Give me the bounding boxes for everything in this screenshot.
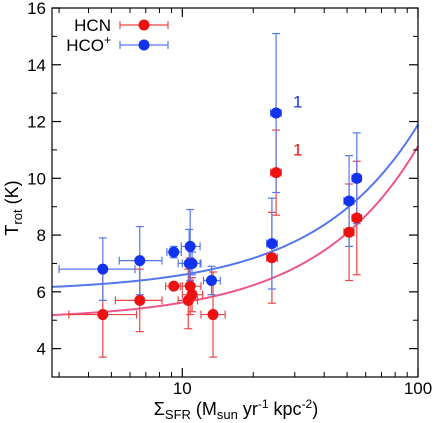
data-point-hcn-1 bbox=[134, 294, 146, 306]
y-tick-label: 12 bbox=[27, 113, 46, 132]
plot-frame bbox=[51, 7, 419, 378]
data-point-hcn-9 bbox=[343, 226, 355, 238]
legend-marker-hco bbox=[138, 39, 150, 51]
data-point-hcn-7 bbox=[266, 252, 278, 264]
data-point-hco-1 bbox=[134, 255, 146, 267]
fit-curve-hco bbox=[51, 124, 419, 288]
error-bars-layer bbox=[58, 32, 362, 358]
data-points-layer bbox=[97, 107, 363, 321]
annotation-label: 1 bbox=[293, 141, 302, 160]
annotation-label: 1 bbox=[293, 92, 302, 111]
data-point-hco-2 bbox=[168, 246, 180, 258]
legend-label-hco: HCO+ bbox=[66, 33, 111, 55]
y-axis-title: Trot (K) bbox=[2, 180, 25, 235]
x-ticks-layer: 10 100 bbox=[58, 8, 432, 398]
legend-marker-hcn bbox=[138, 19, 150, 31]
y-tick-label: 8 bbox=[37, 226, 46, 245]
data-point-hcn-8 bbox=[270, 167, 282, 179]
data-point-hcn-5 bbox=[186, 289, 198, 301]
y-ticks-layer: 4 6 8 10 12 14 16 bbox=[27, 0, 418, 359]
data-point-hco-5 bbox=[186, 257, 198, 269]
data-point-hcn-4 bbox=[184, 280, 196, 292]
y-tick-label: 14 bbox=[27, 56, 46, 75]
data-point-hco-9 bbox=[343, 195, 355, 207]
y-tick-label: 10 bbox=[27, 169, 46, 188]
data-point-hco-4 bbox=[184, 240, 196, 252]
data-point-hco-0 bbox=[97, 263, 109, 275]
x-tick-label: 100 bbox=[404, 379, 432, 398]
annotations-layer: 11 bbox=[293, 92, 302, 159]
fit-curve-hcn bbox=[51, 145, 419, 317]
data-point-hco-7 bbox=[266, 238, 278, 250]
x-axis-title: ΣSFR (Msun yr-1 kpc-2) bbox=[154, 397, 318, 422]
data-point-hcn-6 bbox=[207, 309, 219, 321]
y-tick-label: 16 bbox=[27, 0, 46, 18]
fit-curves-layer bbox=[51, 124, 419, 317]
data-point-hcn-10 bbox=[351, 212, 363, 224]
data-point-hcn-0 bbox=[97, 309, 109, 321]
data-point-hco-6 bbox=[205, 274, 217, 286]
legend: HCN HCO+ bbox=[66, 16, 169, 55]
x-tick-label: 10 bbox=[173, 379, 192, 398]
y-tick-label: 6 bbox=[37, 283, 46, 302]
data-point-hco-8 bbox=[270, 107, 282, 119]
data-point-hcn-2 bbox=[168, 280, 180, 292]
y-tick-label: 4 bbox=[37, 340, 46, 359]
data-point-hco-10 bbox=[351, 172, 363, 184]
legend-label-hcn: HCN bbox=[74, 16, 111, 35]
